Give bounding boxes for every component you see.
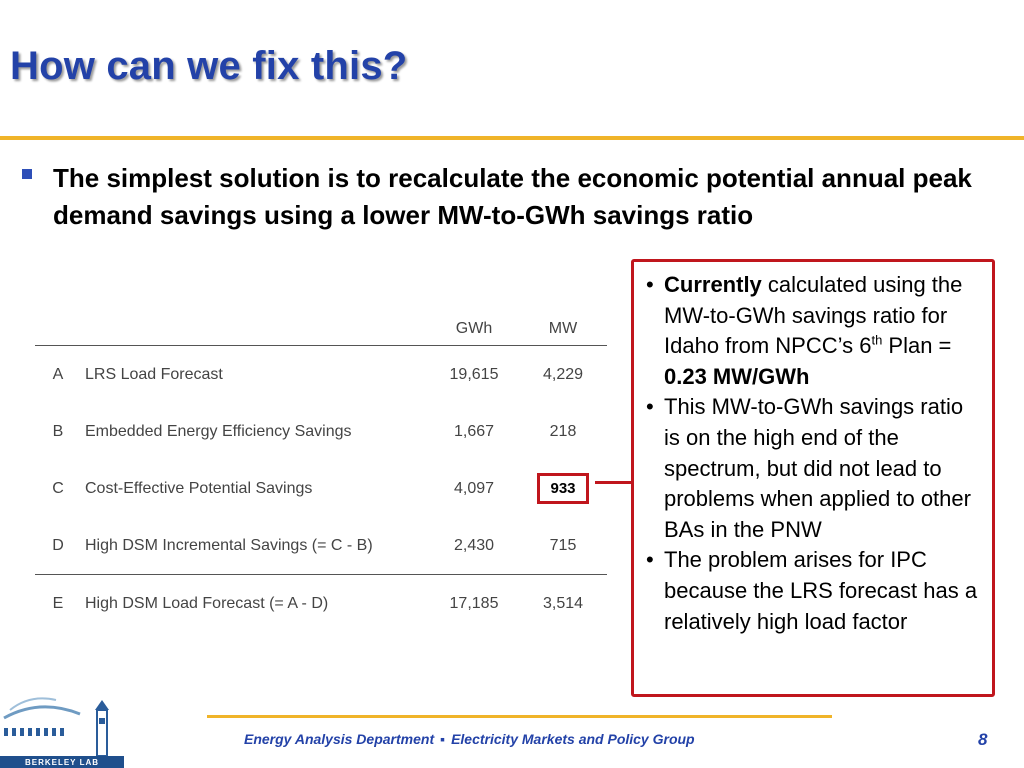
header-gwh: GWh <box>429 313 519 346</box>
row-label: Cost-Effective Potential Savings <box>85 479 313 497</box>
highlighted-mw-value: 933 <box>537 473 589 504</box>
footer-group: Electricity Markets and Policy Group <box>451 731 695 747</box>
row-letter: D <box>35 517 81 575</box>
row-letter: E <box>52 594 64 612</box>
row-letter: A <box>52 365 64 383</box>
row-letter: C <box>52 479 64 497</box>
row-mw: 4,229 <box>542 365 584 383</box>
row-gwh: 17,185 <box>449 594 499 612</box>
row-label: Embedded Energy Efficiency Savings <box>85 422 352 440</box>
callout-bullet-1: Currently calculated using the MW-to-GWh… <box>646 270 984 392</box>
row-mw: 3,514 <box>542 594 584 612</box>
row-mw: 218 <box>549 422 577 440</box>
footer-divider <box>207 715 832 718</box>
berkeley-lab-logo: BERKELEY LAB <box>0 697 124 768</box>
row-label: High DSM Load Forecast (= A - D) <box>85 594 329 612</box>
table-header-row: GWh MW <box>35 313 607 346</box>
main-bullet-text: The simplest solution is to recalculate … <box>53 163 972 230</box>
square-bullet-icon <box>22 169 32 179</box>
row-letter: B <box>52 422 64 440</box>
row-label: High DSM Incremental Savings (= C - B) <box>81 517 429 575</box>
header-mw: MW <box>519 313 607 346</box>
row-label: LRS Load Forecast <box>85 365 223 383</box>
forecast-table: GWh MW A LRS Load Forecast 19,615 4,229 … <box>35 313 607 632</box>
footer-separator: ▪ <box>440 731 446 747</box>
callout-bold-currently: Currently <box>664 272 762 297</box>
callout-ratio-value: 0.23 MW/GWh <box>664 363 810 389</box>
table-row: C Cost-Effective Potential Savings 4,097… <box>35 460 607 517</box>
row-gwh: 4,097 <box>453 479 495 497</box>
callout-bullet-2: This MW-to-GWh savings ratio is on the h… <box>646 392 984 545</box>
footer-text: Energy Analysis Department ▪ Electricity M… <box>244 731 695 747</box>
logo-text: BERKELEY LAB <box>25 758 99 767</box>
callout-connector-line <box>595 481 632 484</box>
callout-box: Currently calculated using the MW-to-GWh… <box>631 259 995 697</box>
footer-department: Energy Analysis Department <box>244 731 435 747</box>
row-mw: 715 <box>519 517 607 575</box>
page-number: 8 <box>978 730 988 749</box>
slide-title: How can we fix this? <box>10 44 408 88</box>
row-gwh: 19,615 <box>449 365 499 383</box>
table-row: B Embedded Energy Efficiency Savings 1,6… <box>35 403 607 460</box>
title-divider <box>0 136 1024 140</box>
table-row: D High DSM Incremental Savings (= C - B)… <box>35 517 607 575</box>
table-row: A LRS Load Forecast 19,615 4,229 <box>35 346 607 404</box>
table-row: E High DSM Load Forecast (= A - D) 17,18… <box>35 575 607 633</box>
row-gwh: 1,667 <box>453 422 495 440</box>
callout-bullet-3: The problem arises for IPC because the L… <box>646 545 984 637</box>
row-gwh: 2,430 <box>429 517 519 575</box>
